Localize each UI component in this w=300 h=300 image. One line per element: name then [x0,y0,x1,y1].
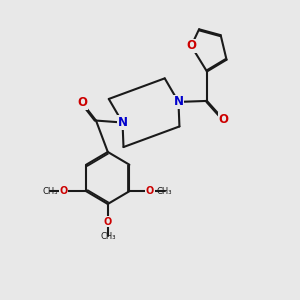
Text: N: N [173,95,184,108]
Text: CH₃: CH₃ [42,187,58,196]
Text: O: O [77,96,87,110]
Text: N: N [118,116,128,129]
Text: CH₃: CH₃ [157,187,172,196]
Text: O: O [59,186,68,196]
Text: O: O [104,217,112,226]
Text: O: O [219,113,229,126]
Text: CH₃: CH₃ [100,232,116,241]
Text: O: O [186,40,196,52]
Text: O: O [146,186,154,196]
